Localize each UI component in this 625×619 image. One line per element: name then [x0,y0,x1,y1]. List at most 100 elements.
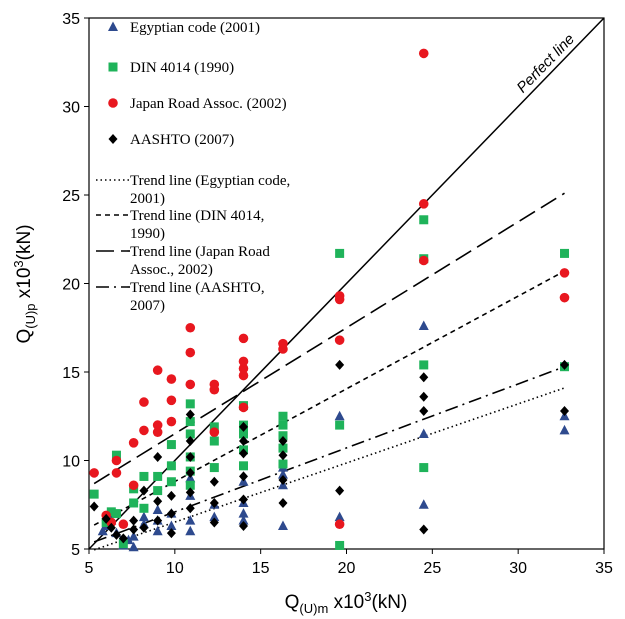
y-axis-label-sub: (U)p [23,303,38,328]
point-series-3 [166,490,176,501]
y-tick-label: 10 [62,454,80,471]
y-tick-label: 15 [62,365,80,382]
point-series-3 [106,522,116,533]
x-tick-label: 20 [338,560,356,577]
trend-line-3 [93,365,565,543]
point-series-3 [239,421,248,432]
point-series-1 [209,436,219,446]
point-series-2 [559,268,570,278]
legend-trend-label-0: 2001) [130,191,165,207]
y-tick-label: 20 [62,277,80,294]
point-series-0 [209,511,220,522]
point-series-1 [118,539,128,549]
point-series-0 [97,525,108,536]
point-series-1 [419,463,429,473]
x-axis-label: Q(U)m x103(kN) [285,589,408,616]
point-series-3 [335,485,345,496]
point-series-2 [166,395,177,406]
point-series-0 [128,541,139,552]
point-series-2 [152,420,163,430]
y-axis-label-main: Q [14,329,35,344]
x-axis-label-mid: x10 [328,592,364,613]
point-series-1 [209,463,219,473]
point-series-1 [419,360,429,370]
point-series-3 [185,409,195,420]
y-tick-label: 35 [62,11,80,28]
point-series-3 [118,533,128,544]
legend-trend-label-3: Trend line (AASHTO, [130,280,265,296]
point-series-3 [278,497,288,508]
point-series-3 [139,485,149,496]
point-series-1 [111,509,121,519]
legend-trend-label-2: Assoc., 2002) [130,262,213,278]
point-series-1 [166,461,176,471]
point-series-3 [419,524,429,535]
legend: Egyptian code (2001) DIN 4014 (1990) Japan… [96,20,290,314]
point-series-3 [185,503,195,514]
point-series-0 [334,410,345,421]
point-series-0 [559,424,570,435]
point-series-2 [128,480,139,491]
point-series-2 [418,255,429,266]
point-series-2 [559,292,570,303]
point-series-0 [128,531,139,541]
point-series-2 [209,379,220,390]
point-series-0 [238,515,249,525]
point-series-3 [185,436,195,447]
point-series-3 [166,508,176,519]
point-series-3 [278,436,288,447]
legend-marker-0 [108,21,118,31]
point-series-1 [185,429,195,439]
point-series-3 [185,451,195,462]
point-series-1 [278,411,288,421]
point-series-2 [139,425,149,436]
point-series-2 [128,438,139,448]
point-series-3 [560,405,570,416]
legend-marker-1 [108,62,118,72]
legend-label-3: AASHTO (2007) [130,132,234,148]
point-series-2 [209,427,220,437]
legend-marker-3 [108,134,118,144]
point-series-3 [139,522,149,533]
x-tick-label: 35 [595,560,613,577]
point-series-2 [118,519,129,530]
point-series-1 [278,459,288,469]
point-series-3 [278,474,288,485]
point-series-1 [185,480,195,490]
point-series-1 [278,443,288,453]
point-series-0 [277,520,288,530]
point-series-1 [278,431,288,441]
point-series-3 [278,450,288,461]
point-series-2 [238,402,249,413]
y-tick-label: 30 [62,100,80,117]
point-series-3 [419,405,429,416]
legend-trend-label-1: 1990) [130,226,165,242]
point-series-3 [129,524,139,535]
point-series-3 [560,359,570,370]
trend-line-0 [93,387,565,551]
point-series-3 [239,471,248,482]
point-series-2 [185,322,196,333]
point-series-2 [185,347,196,358]
y-axis-label: Q(U)p x103(kN) [11,224,38,343]
point-series-1 [106,507,116,517]
legend-label-2: Japan Road Assoc. (2002) [130,96,287,112]
point-series-1 [153,486,163,496]
x-axis-label-sub: (U)m [299,601,328,616]
y-tick-label: 5 [71,542,80,559]
point-series-1 [185,399,195,409]
x-axis-label-end: (kN) [371,592,407,613]
point-series-0 [185,515,196,525]
point-series-0 [238,508,249,518]
x-axis-label-sup: 3 [364,589,371,604]
point-series-1 [278,420,288,430]
point-series-3 [209,517,219,528]
point-series-2 [334,291,345,301]
point-series-3 [89,501,99,512]
point-series-3 [166,528,176,539]
point-series-0 [166,520,177,530]
point-series-3 [101,513,111,524]
point-series-0 [418,499,429,509]
point-series-3 [153,515,163,526]
